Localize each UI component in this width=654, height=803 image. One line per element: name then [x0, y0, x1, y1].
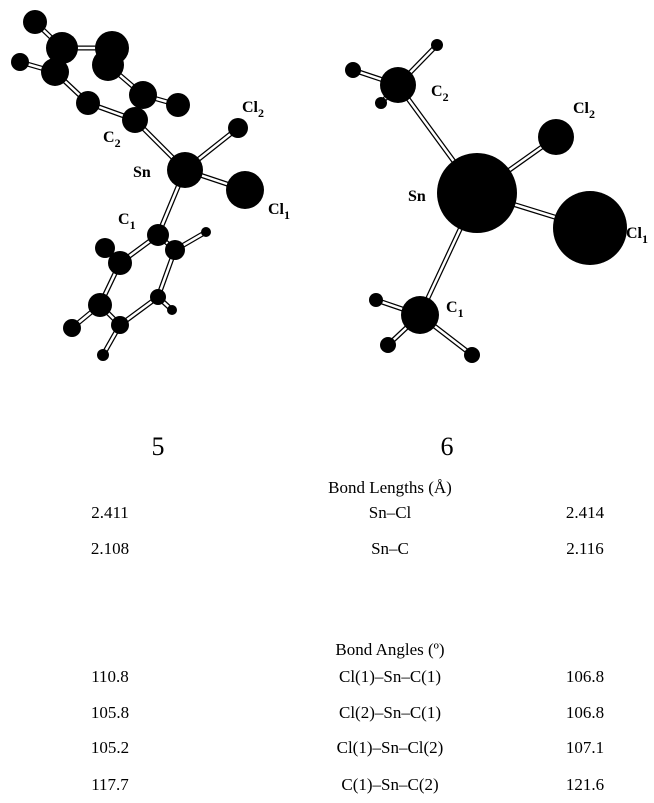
table-cell: C(1)–Sn–C(2)	[341, 775, 438, 794]
atom-ball	[88, 293, 112, 317]
atom-subscript: 1	[130, 218, 136, 232]
atom-subscript: 1	[642, 232, 648, 246]
figure-page: C2SnCl2Cl1C15C2Cl2SnCl1C16Bond Lengths (…	[0, 0, 654, 803]
atom-symbol: C	[431, 83, 443, 100]
atom-symbol: Cl	[242, 99, 259, 116]
atom-ball	[380, 337, 396, 353]
table-cell: 105.8	[91, 703, 129, 722]
atom-ball	[538, 119, 574, 155]
atom-symbol: C	[446, 299, 458, 316]
atom-ball	[122, 107, 148, 133]
atom-ball	[165, 240, 185, 260]
atom-ball	[375, 97, 387, 109]
atom-symbol: Cl	[626, 225, 643, 242]
atom-label: C2	[103, 129, 121, 150]
atom-ball	[41, 58, 69, 86]
atom-ball	[167, 152, 203, 188]
table-cell: 110.8	[91, 667, 129, 686]
atom-symbol: Cl	[573, 100, 590, 117]
atom-symbol: C	[103, 129, 115, 146]
atom-ball	[150, 289, 166, 305]
table-title: Bond Angles (º)	[335, 640, 444, 659]
table-cell: 121.6	[566, 775, 604, 794]
atom-ball	[166, 93, 190, 117]
atom-ball	[147, 224, 169, 246]
table-cell: 117.7	[91, 775, 129, 794]
table-cell: 2.414	[566, 503, 605, 522]
atom-label: Cl2	[242, 99, 264, 120]
atom-ball	[369, 293, 383, 307]
atom-ball	[345, 62, 361, 78]
atom-ball	[23, 10, 47, 34]
atom-label: Sn	[133, 164, 151, 181]
atom-label: C1	[118, 211, 136, 232]
atom-subscript: 2	[589, 107, 595, 121]
atom-ball	[553, 191, 627, 265]
atom-subscript: 1	[458, 306, 464, 320]
atom-ball	[111, 316, 129, 334]
atom-label: C2	[431, 83, 449, 104]
atom-ball	[380, 67, 416, 103]
table-cell: 2.411	[91, 503, 129, 522]
atom-symbol: Cl	[268, 201, 285, 218]
atom-ball	[226, 171, 264, 209]
atom-subscript: 2	[443, 90, 449, 104]
atom-label: Cl1	[268, 201, 290, 222]
compound-label: 6	[441, 432, 454, 461]
table-cell: 106.8	[566, 667, 604, 686]
atom-ball	[63, 319, 81, 337]
atom-label: Cl1	[626, 225, 648, 246]
atom-label: Cl2	[573, 100, 595, 121]
atom-subscript: 2	[258, 106, 264, 120]
compound-label: 5	[152, 432, 165, 461]
atom-label: Sn	[408, 188, 426, 205]
atom-ball	[401, 296, 439, 334]
atom-symbol: Sn	[133, 164, 151, 181]
atom-ball	[11, 53, 29, 71]
atom-ball	[228, 118, 248, 138]
atom-symbol: C	[118, 211, 130, 228]
atom-ball	[97, 349, 109, 361]
table-cell: 2.108	[91, 539, 129, 558]
table-cell: 107.1	[566, 738, 604, 757]
table-cell: Cl(2)–Sn–C(1)	[339, 703, 441, 722]
atom-ball	[92, 49, 124, 81]
table-cell: 106.8	[566, 703, 604, 722]
table-cell: 105.2	[91, 738, 129, 757]
atom-symbol: Sn	[408, 188, 426, 205]
table-title: Bond Lengths (Å)	[328, 478, 452, 497]
atom-ball	[76, 91, 100, 115]
atom-ball	[95, 238, 115, 258]
atom-ball	[431, 39, 443, 51]
molecules	[11, 10, 627, 363]
table-cell: Sn–Cl	[369, 503, 412, 522]
atom-ball	[167, 305, 177, 315]
atom-label: C1	[446, 299, 464, 320]
atom-ball	[129, 81, 157, 109]
atom-ball	[464, 347, 480, 363]
table-cell: Sn–C	[371, 539, 409, 558]
atom-ball	[437, 153, 517, 233]
atom-subscript: 2	[115, 136, 121, 150]
table-cell: Cl(1)–Sn–Cl(2)	[337, 738, 444, 757]
atom-subscript: 1	[284, 208, 290, 222]
table-cell: 2.116	[566, 539, 604, 558]
atom-ball	[201, 227, 211, 237]
table-cell: Cl(1)–Sn–C(1)	[339, 667, 441, 686]
